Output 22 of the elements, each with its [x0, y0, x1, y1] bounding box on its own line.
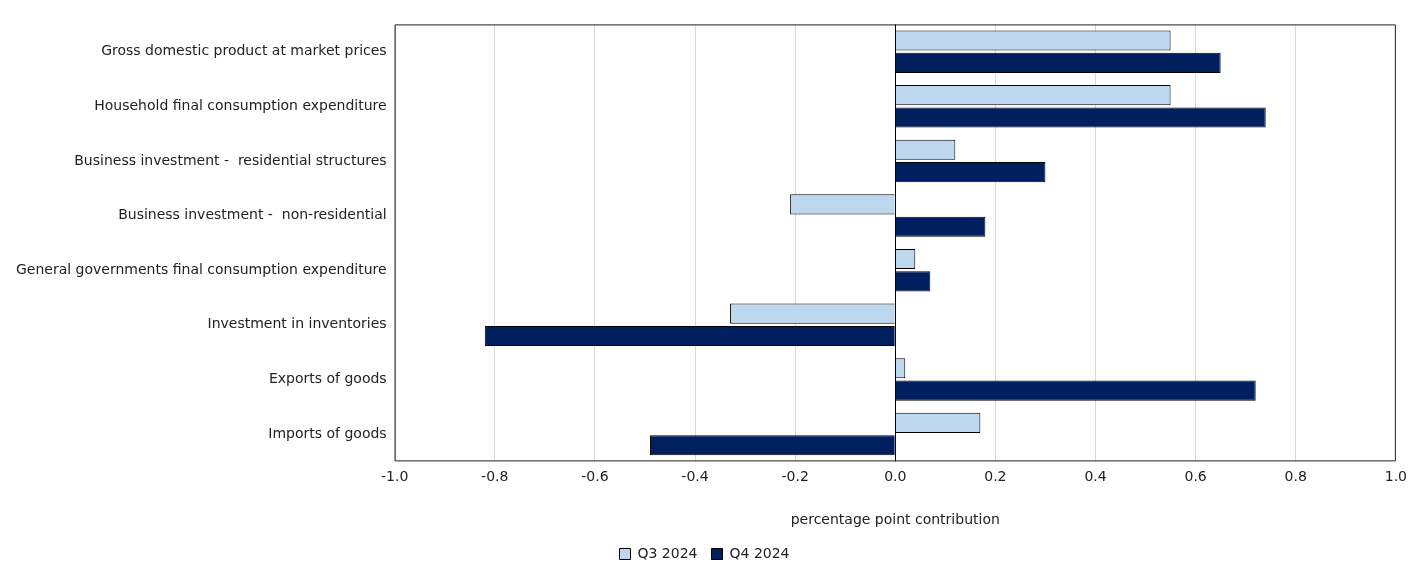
x-tick-label: -0.8 — [481, 468, 509, 485]
legend-label: Q4 2024 — [729, 544, 790, 561]
x-tick-label: 0.0 — [884, 468, 907, 485]
x-tick-label: -1.0 — [380, 468, 409, 485]
y-tick-label: Business investment - residential structures — [74, 151, 387, 168]
x-tick-label: 0.4 — [1084, 468, 1107, 485]
x-axis-title: percentage point contribution — [790, 511, 1000, 528]
y-tick-label: Business investment - non-residential — [118, 206, 387, 223]
x-tick-label: -0.4 — [681, 468, 709, 485]
x-tick-label: 1.0 — [1384, 468, 1407, 485]
x-tick-label: -0.6 — [581, 468, 609, 485]
y-tick-label: Imports of goods — [268, 424, 387, 441]
y-tick-label: Exports of goods — [268, 370, 387, 387]
y-tick-label: Household final consumption expenditure — [94, 96, 387, 113]
x-tick-label: 0.2 — [984, 468, 1007, 485]
legend-label: Q3 2024 — [637, 544, 698, 561]
x-tick-label: 0.8 — [1284, 468, 1307, 485]
x-tick-label: -0.2 — [781, 468, 809, 485]
x-tick-label: 0.6 — [1184, 468, 1207, 485]
y-tick-label: General governments final consumption expenditure — [15, 260, 387, 277]
y-tick-label: Investment in inventories — [207, 315, 387, 332]
y-tick-label: Gross domestic product at market prices — [101, 42, 387, 59]
